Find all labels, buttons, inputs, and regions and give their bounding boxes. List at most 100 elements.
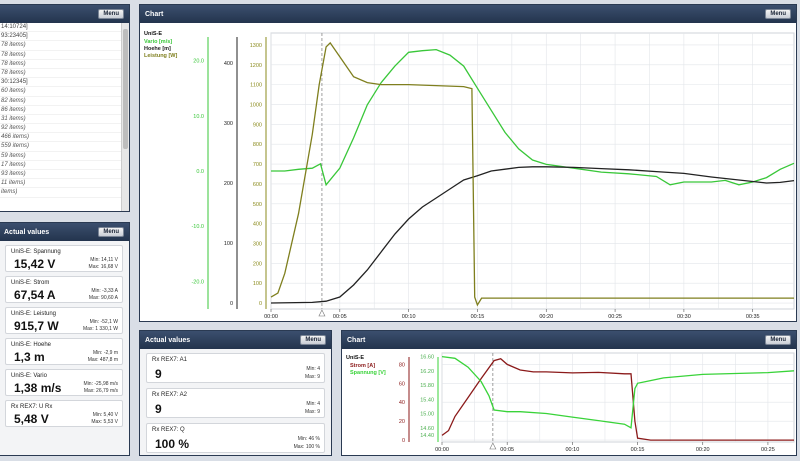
list-item[interactable]: items) [0, 188, 121, 198]
leistung-tick-label: 300 [253, 241, 262, 247]
series-line-strom [441, 357, 794, 441]
actual-values-menu-button-left[interactable]: Menu [98, 227, 124, 237]
main-legend-item: Vario [m/s] [144, 39, 172, 45]
scrollbar-thumb[interactable] [123, 29, 128, 149]
value-card[interactable]: UniS-E: Spannung 15,42 V Min: 14,11 V Max: … [5, 245, 123, 272]
main-legend-item: Hoehe [m] [144, 46, 171, 52]
value-card-value: 915,7 W [14, 319, 59, 334]
leistung-tick-label: 1100 [250, 83, 262, 89]
small-plot-area [441, 352, 795, 443]
list-item[interactable]: 92 items) [0, 124, 121, 134]
value-card[interactable]: Rx REX7: U Rx 5,48 V Min: 5,40 V Max: 5,53 … [5, 400, 123, 427]
list-item[interactable]: 11 items) [0, 179, 121, 189]
value-card-name: Rx REX7: Q [152, 427, 185, 433]
value-card[interactable]: Rx REX7: A1 9 Min: 4 Max: 9 [146, 353, 325, 383]
list-item[interactable]: 78 items) [0, 69, 121, 79]
small-legend-item: Strom [A] [350, 363, 375, 369]
series-line-hoehe [270, 166, 795, 304]
cursor-marker-triangle [318, 309, 326, 317]
value-card-value: 1,38 m/s [14, 381, 62, 396]
leistung-tick-label: 500 [253, 202, 262, 208]
item-list[interactable]: 14:10724] 93:23405] 78 items) 78 items) 78 i… [0, 23, 121, 211]
main-chart-svg[interactable]: 20.010.00.0-10.0-20.04003002001000130012… [140, 23, 796, 321]
item-list-scrollbar[interactable] [121, 23, 129, 211]
list-item[interactable]: 14:10724] [0, 23, 121, 33]
leistung-tick-label: 0 [259, 301, 262, 307]
list-item[interactable]: 466 items) [0, 133, 121, 143]
value-card-max: Max: 9 [304, 408, 320, 415]
time-tick-label: 00:35 [746, 314, 760, 320]
value-card-value: 9 [155, 401, 162, 416]
value-card-value: 1,3 m [14, 350, 45, 365]
main-legend-item: Leistung [W] [144, 53, 177, 59]
list-item[interactable]: 93:23405] [0, 32, 121, 42]
leistung-tick-label: 900 [253, 122, 262, 128]
leistung-tick-label: 1200 [250, 63, 262, 69]
list-item[interactable]: 93 items) [0, 170, 121, 180]
small-chart-title: Chart [347, 336, 366, 344]
value-card[interactable]: UniS-E: Leistung 915,7 W Min: -52,1 W Max: … [5, 307, 123, 334]
time-tick-label: 00:00 [264, 314, 278, 320]
value-card-min: Min: -2,9 m [92, 349, 118, 356]
small-chart-header: Chart Menu [342, 331, 796, 349]
small-chart-panel: Chart Menu 80 60 40 20 0 16.60 16.20 15.80 15.40… [341, 330, 797, 456]
series-line-vario [271, 48, 795, 187]
list-item[interactable]: 17 items) [0, 161, 121, 170]
value-card-value: 15,42 V [14, 257, 56, 272]
value-card-name: Rx REX7: A2 [152, 392, 188, 398]
list-item[interactable]: 86 items) [0, 106, 121, 115]
value-card-max: Max: 90,60 A [88, 294, 118, 301]
small-chart-svg[interactable]: 80 60 40 20 0 16.60 16.20 15.80 15.40 15.00 14.601… [342, 349, 796, 455]
value-card-min: Min: -52,1 W [89, 318, 118, 325]
value-card[interactable]: Rx REX7: Q 100 % Min: 46 % Max: 100 % [146, 423, 325, 453]
list-item[interactable]: 559 items) [0, 142, 121, 152]
small-time-tick-label: 00:15 [631, 447, 645, 453]
hoehe-tick-label: 100 [224, 241, 233, 247]
actual-values-list-left: UniS-E: Spannung 15,42 V Min: 14,11 V Max: … [0, 241, 129, 455]
strom-tick-label: 20 [399, 419, 405, 425]
value-card[interactable]: UniS-E: Hoehe 1,3 m Min: -2,9 m Max: 487,8 … [5, 338, 123, 365]
value-card-name: UniS-E: Spannung [11, 249, 61, 255]
actual-values-menu-button-mid[interactable]: Menu [300, 335, 326, 345]
value-card[interactable]: UniS-E: Strom 67,54 A Min: -3,33 A Max: 90,… [5, 276, 123, 303]
spannung-tick-label: 15.40 [420, 397, 434, 403]
leistung-tick-label: 400 [253, 222, 262, 228]
vario-tick-label: 10.0 [193, 114, 204, 120]
small-chart-menu-button[interactable]: Menu [765, 335, 791, 345]
spannung-tick-label: 15.80 [420, 383, 434, 389]
value-card-max: Max: 9 [304, 373, 320, 380]
list-item[interactable]: 82 items) [0, 97, 121, 106]
value-card-name: Rx REX7: A1 [152, 357, 188, 363]
time-tick-label: 00:05 [333, 314, 347, 320]
list-item[interactable]: 60 items) [0, 87, 121, 97]
list-item[interactable]: 78 items) [0, 51, 121, 60]
item-list-menu-button[interactable]: Menu [98, 9, 124, 19]
strom-tick-label: 60 [399, 381, 405, 387]
hoehe-tick-label: 0 [230, 301, 233, 307]
main-plot-area [270, 32, 795, 310]
list-item[interactable]: 78 items) [0, 60, 121, 69]
value-card-min: Min: 14,11 V [90, 256, 118, 263]
time-tick-label: 00:30 [677, 314, 691, 320]
strom-tick-label: 80 [399, 362, 405, 368]
small-cursor-marker-triangle [489, 442, 497, 450]
hoehe-tick-label: 200 [224, 181, 233, 187]
series-line-spannung [441, 355, 795, 429]
value-card[interactable]: Rx REX7: A2 9 Min: 4 Max: 9 [146, 388, 325, 418]
value-card[interactable]: UniS-E: Vario 1,38 m/s Min: -25,98 m/s Max:… [5, 369, 123, 396]
main-chart-header: Chart Menu [140, 5, 796, 23]
small-time-tick-label: 00:05 [500, 447, 514, 453]
list-item[interactable]: 31 items) [0, 115, 121, 125]
time-tick-label: 00:20 [539, 314, 553, 320]
main-chart-menu-button[interactable]: Menu [765, 9, 791, 19]
main-chart-title: Chart [145, 10, 164, 18]
value-card-max: Max: 100 % [293, 443, 320, 450]
spannung-tick-label: 16.60 [420, 355, 434, 361]
list-item[interactable]: 59 items) [0, 152, 121, 161]
time-tick-label: 00:10 [402, 314, 416, 320]
value-card-value: 67,54 A [14, 288, 56, 303]
main-legend-device: UniS-E [144, 31, 162, 37]
list-item[interactable]: 30:12345] [0, 78, 121, 88]
vario-tick-label: -20.0 [191, 279, 204, 285]
list-item[interactable]: 78 items) [0, 41, 121, 51]
